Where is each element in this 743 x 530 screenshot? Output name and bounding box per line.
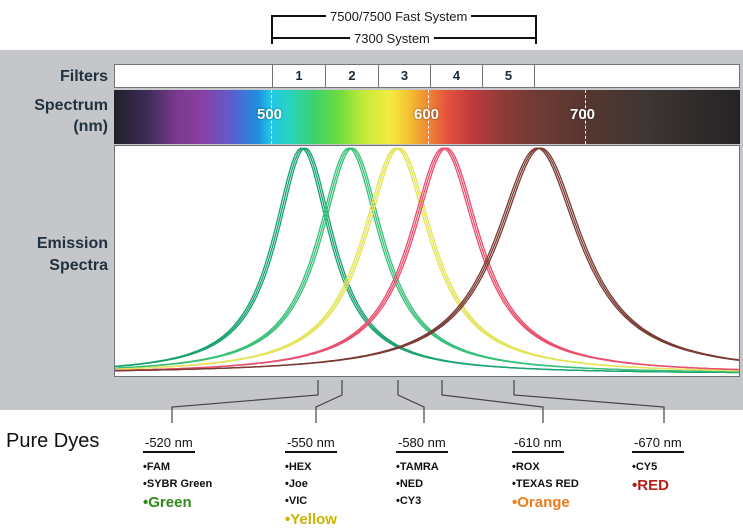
curve-580-outline <box>115 147 739 372</box>
curve-520-outline <box>115 147 739 374</box>
spectrum-row-label-line2: (nm) <box>73 118 108 135</box>
dye-column-580: -580 nm •TAMRA •NED •CY3 <box>396 434 448 510</box>
dye-name: •Joe <box>285 478 308 490</box>
spectrum-tick-line-700 <box>585 90 586 144</box>
dye-connectors <box>171 380 665 423</box>
filter-box-5: 5 <box>482 65 535 87</box>
emission-row-label-line2: Spectra <box>49 257 108 274</box>
dye-name: •CY5 <box>632 461 658 473</box>
dye-name: •CY3 <box>396 495 422 507</box>
filter-box-1: 1 <box>272 65 325 87</box>
curve-550-outline <box>115 147 739 373</box>
dye-name: •NED <box>396 478 424 490</box>
connector-580 <box>397 380 425 423</box>
filter-box-3: 3 <box>378 65 430 87</box>
dye-name: •VIC <box>285 495 308 507</box>
emission-row-label-line1: Emission <box>36 235 108 252</box>
pure-dyes-label: Pure Dyes <box>6 430 100 452</box>
dye-name: •SYBR Green <box>143 478 213 490</box>
dye-name: •TEXAS RED <box>512 478 579 490</box>
spectrum-tick-700: 700 <box>570 106 596 123</box>
dye-wavelength: -520 nm <box>143 435 195 453</box>
curve-610 <box>115 147 739 372</box>
dye-wavelength: -670 nm <box>632 435 684 453</box>
dye-wavelength: -610 nm <box>512 435 564 453</box>
dye-name: •FAM <box>143 461 171 473</box>
dye-wavelength: -550 nm <box>285 435 337 453</box>
dye-color-name: •Yellow <box>285 511 337 528</box>
curve-610-outline <box>115 147 739 372</box>
spectrum-tick-line-500 <box>271 90 272 144</box>
spectrum-tick-500: 500 <box>257 106 283 123</box>
dye-wavelength: -580 nm <box>396 435 448 453</box>
dye-name: •HEX <box>285 461 312 473</box>
filters-row-label: Filters <box>59 68 108 85</box>
spectrum-bar <box>114 90 740 144</box>
spectrum-row-label-line1: Spectrum <box>34 97 108 114</box>
connector-550 <box>315 380 343 423</box>
dye-column-520: -520 nm •FAM •SYBR Green •Green <box>143 434 212 513</box>
dye-column-670: -670 nm •CY5 •RED <box>632 434 684 496</box>
connector-670 <box>513 380 665 423</box>
spectrum-tick-line-600 <box>428 90 429 144</box>
dye-name: •TAMRA <box>396 461 439 473</box>
emission-plot-area <box>114 145 740 377</box>
inner-system-label: 7300 System <box>350 31 434 46</box>
connector-520 <box>171 380 319 423</box>
filter-box-4: 4 <box>430 65 482 87</box>
connector-610 <box>441 380 544 423</box>
dye-column-610: -610 nm •ROX •TEXAS RED •Orange <box>512 434 579 513</box>
dye-name: •ROX <box>512 461 540 473</box>
filter-box-2: 2 <box>325 65 378 87</box>
dye-color-name: •RED <box>632 477 669 494</box>
dye-color-name: •Green <box>143 494 192 511</box>
curve-670-outline <box>115 147 739 372</box>
outer-system-label: 7500/7500 Fast System <box>326 9 472 24</box>
spectrum-tick-600: 600 <box>414 106 440 123</box>
emission-curves <box>115 147 739 374</box>
dye-column-550: -550 nm •HEX •Joe •VIC •Yellow <box>285 434 337 530</box>
dye-color-name: •Orange <box>512 494 570 511</box>
filters-row: 1 2 3 4 5 <box>114 64 740 88</box>
